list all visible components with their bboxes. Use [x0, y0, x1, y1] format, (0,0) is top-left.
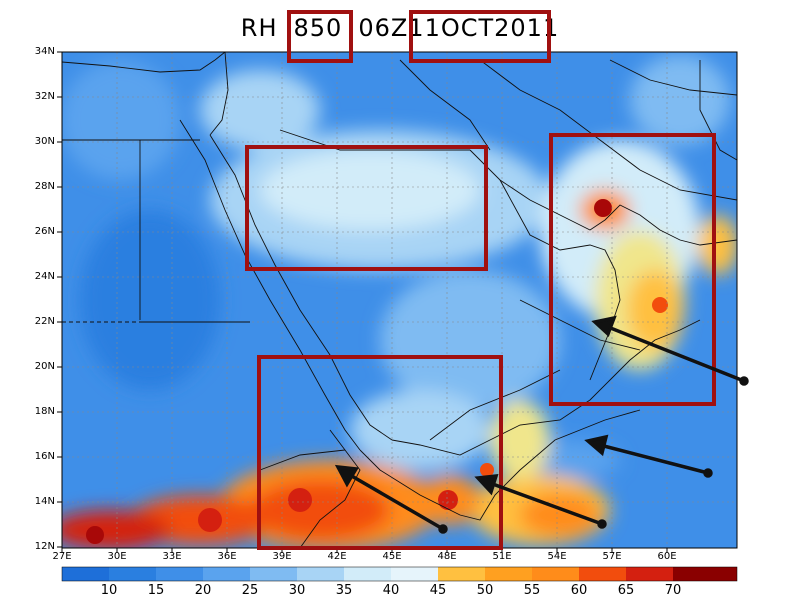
lat-label: 16N: [34, 451, 55, 462]
oman-box: [549, 133, 716, 406]
title-variable: RH: [240, 14, 278, 42]
title-datetime: 06Z11OCT2011: [358, 14, 560, 42]
lon-label: 39E: [272, 551, 292, 562]
colorbar-label: 35: [335, 583, 353, 598]
arrow-oman: [591, 315, 749, 386]
lon-label: 54E: [547, 551, 567, 562]
arrow-arabian-sea: [584, 434, 713, 478]
title-date-highlight-box: [409, 10, 551, 63]
colorbar: [61, 566, 738, 582]
arrow-gulf-of-aden: [474, 473, 607, 529]
lon-label: 48E: [437, 551, 457, 562]
colorbar-label: 15: [147, 583, 165, 598]
title-level: 850: [293, 14, 343, 42]
colorbar-label: 65: [617, 583, 635, 598]
lon-label: 42E: [327, 551, 347, 562]
lon-label: 36E: [217, 551, 237, 562]
lon-label: 57E: [602, 551, 622, 562]
colorbar-label: 60: [570, 583, 588, 598]
title-level-highlight-box: [287, 10, 353, 63]
lon-label: 30E: [107, 551, 127, 562]
colorbar-label: 30: [288, 583, 306, 598]
arrow-red-sea: [334, 464, 448, 534]
lon-label: 60E: [657, 551, 677, 562]
colorbar-label: 70: [664, 583, 682, 598]
colorbar-label: 50: [476, 583, 494, 598]
colorbar-label: 25: [241, 583, 259, 598]
colorbar-label: 45: [429, 583, 447, 598]
colorbar-label: 20: [194, 583, 212, 598]
lat-label: 32N: [34, 91, 55, 102]
lon-label: 45E: [382, 551, 402, 562]
north-arabia-box: [245, 145, 488, 271]
colorbar-label: 55: [523, 583, 541, 598]
lon-label: 27E: [52, 551, 72, 562]
lat-label: 14N: [34, 496, 55, 507]
colorbar-label: 10: [100, 583, 118, 598]
lat-label: 18N: [34, 406, 55, 417]
lat-label: 28N: [34, 181, 55, 192]
lon-label: 51E: [492, 551, 512, 562]
lat-label: 34N: [34, 46, 55, 57]
lat-label: 20N: [34, 361, 55, 372]
lat-label: 24N: [34, 271, 55, 282]
colorbar-label: 40: [382, 583, 400, 598]
lat-label: 12N: [34, 541, 55, 552]
map-title: RH 850 06Z11OCT2011: [0, 14, 800, 42]
lat-label: 30N: [34, 136, 55, 147]
red-sea-yemen-box: [257, 355, 503, 550]
rh-field: [62, 52, 737, 548]
lon-label: 33E: [162, 551, 182, 562]
lat-label: 26N: [34, 226, 55, 237]
coastlines: [62, 52, 737, 548]
lat-label: 22N: [34, 316, 55, 327]
